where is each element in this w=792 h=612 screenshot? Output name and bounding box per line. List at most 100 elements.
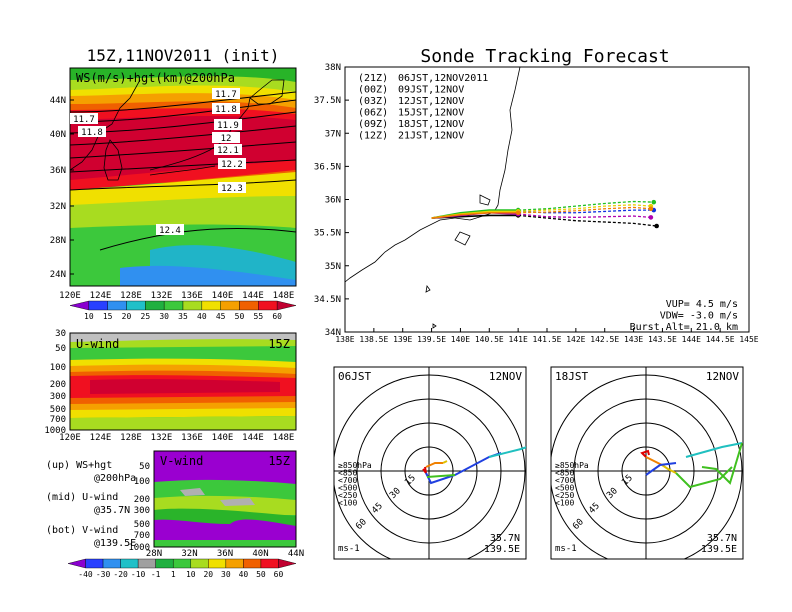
sonde-tracks [431, 199, 659, 229]
hodograph-date: 12NOV [489, 370, 522, 383]
track-lat-tick-label: 34.5N [314, 295, 341, 305]
contour-label: 12.4 [159, 226, 181, 236]
map-lat-ticks: 44N 40N 36N 32N 28N 24N [50, 96, 74, 280]
ws-colorbar-swatch [182, 300, 203, 311]
contour-label: 12.2 [221, 160, 243, 170]
track-line-descent [518, 204, 651, 213]
track-end-point [651, 199, 657, 205]
u-lon-tick-label: 144E [242, 433, 264, 443]
contour-label: 11.7 [215, 90, 237, 100]
track-lon-tick-label: 142.5E [590, 335, 619, 344]
hodograph-lat: 35.7N [490, 533, 520, 544]
map-label: WS(m/s)+hgt(km)@200hPa [76, 71, 235, 85]
track-lon-tick-label: 143E [624, 335, 643, 344]
ws-colorbar-label: 50 [235, 312, 245, 321]
track-end-point [654, 223, 659, 229]
hodograph-trace [675, 466, 733, 489]
v-lat-tick-label: 44N [288, 549, 304, 559]
map-frame [69, 67, 297, 287]
track-lon-tick-label: 144E [682, 335, 701, 344]
contour-label-box [156, 224, 184, 235]
ws-colorbar-swatch [276, 300, 297, 311]
track-lat-tick-label: 36.5N [314, 162, 341, 172]
hodograph-time: 18JST [555, 370, 588, 383]
contour-label-box [218, 158, 246, 169]
div-colorbar-swatch [190, 558, 209, 569]
v-wind-frame [153, 450, 297, 548]
hodograph-trace [425, 462, 443, 468]
track-legend-time: 06JST,12NOV2011 [398, 73, 488, 84]
v-wind-label: V-wind [160, 454, 203, 468]
legend-note-line2: @200hPa [94, 473, 136, 484]
u-p-tick-label: 30 [55, 329, 66, 339]
track-legend-time: 21JST,12NOV [398, 131, 464, 142]
u-lon-tick-label: 148E [273, 433, 295, 443]
track-legend: (21Z) 06JST,12NOV2011 (00Z) 09JST,12NOV (03Z… [358, 73, 488, 142]
ws-colorbar-label: 45 [216, 312, 226, 321]
u-wind-time: 15Z [268, 337, 290, 351]
track-lon-ticks: 138E 138.5E 139E 139.5E 140E 140.5E 141E 141.5E… [335, 328, 759, 344]
v-p-tick-label: 1000 [128, 543, 150, 553]
track-lon-tick-label: 138E [335, 335, 354, 344]
legend-notes: (up) WS+hgt @200hPa (mid) U-wind @35.7N (bot… [46, 460, 136, 549]
map-lon-tick-label: 132E [151, 291, 173, 301]
ws-colorbar-swatch [258, 300, 278, 311]
track-lon-tick-label: 141E [509, 335, 528, 344]
track-legend-code: (09Z) [358, 119, 388, 130]
v-p-tick-label: 300 [134, 506, 150, 516]
div-colorbar-label: 20 [203, 570, 213, 579]
u-p-tick-label: 300 [50, 392, 66, 402]
track-lon-tick-label: 139E [393, 335, 412, 344]
hodograph-legend-item: <850 [555, 469, 574, 478]
track-lat-ticks: 38N 37.5N 37N 36.5N 36N 35.5N 35N 34.5N 34N [314, 63, 349, 338]
v-p-tick-label: 200 [134, 495, 150, 505]
hodograph-trace [426, 474, 456, 478]
contour-label-box [212, 132, 240, 143]
track-legend-time: 15JST,12NOV [398, 108, 464, 119]
track-line-descent [518, 213, 651, 219]
hodograph-lat: 35.7N [707, 533, 737, 544]
hodograph-lon: 139.5E [701, 544, 737, 555]
track-lon-tick-label: 140E [451, 335, 470, 344]
legend-note-line2: @35.7N [94, 505, 130, 516]
div-colorbar-swatch [208, 558, 227, 569]
map-lon-tick-label: 148E [273, 291, 295, 301]
track-legend-code: (00Z) [358, 85, 388, 96]
hodograph-legend-item: ≥850hPa [338, 461, 372, 470]
ws-colorbar-label: 25 [141, 312, 151, 321]
u-p-tick-label: 200 [50, 380, 66, 390]
track-lon-tick-label: 143.5E [648, 335, 677, 344]
track-lat-tick-label: 38N [325, 63, 341, 73]
v-wind-panel [154, 451, 296, 547]
ws-colorbar-swatch [126, 300, 146, 311]
track-legend-time: 18JST,12NOV [398, 119, 464, 130]
ws-colorbar-label: 15 [103, 312, 113, 321]
track-legend-code: (03Z) [358, 96, 388, 107]
hodograph-date: 12NOV [706, 370, 739, 383]
u-lon-tick-label: 120E [59, 433, 81, 443]
right-title: Sonde Tracking Forecast [420, 46, 669, 67]
track-info-line: VDW= -3.0 m/s [660, 311, 738, 322]
div-colorbar-swatch [120, 558, 139, 569]
u-lon-tick-label: 136E [181, 433, 203, 443]
track-panel [344, 66, 750, 333]
div-colorbar-label: 1 [171, 570, 176, 579]
contour-label-box [70, 113, 98, 124]
track-lon-tick-label: 144.5E [706, 335, 735, 344]
track-legend-time: 12JST,12NOV [398, 96, 464, 107]
hodograph-legend-item: <500 [338, 484, 357, 493]
track-legend-code: (12Z) [358, 131, 388, 142]
v-lat-tick-label: 36N [217, 549, 233, 559]
ws-colorbar-swatch [69, 300, 90, 311]
track-lat-tick-label: 35.5N [314, 229, 341, 239]
map-lat-tick-label: 44N [50, 96, 66, 106]
hodograph-legend-item: ≥850hPa [555, 461, 589, 470]
u-p-tick-label: 1000 [44, 426, 66, 436]
v-lat-tick-label: 32N [181, 549, 197, 559]
track-lon-tick-label: 138.5E [359, 335, 388, 344]
hodograph-trace [661, 464, 677, 474]
div-colorbar-label: 60 [274, 570, 284, 579]
